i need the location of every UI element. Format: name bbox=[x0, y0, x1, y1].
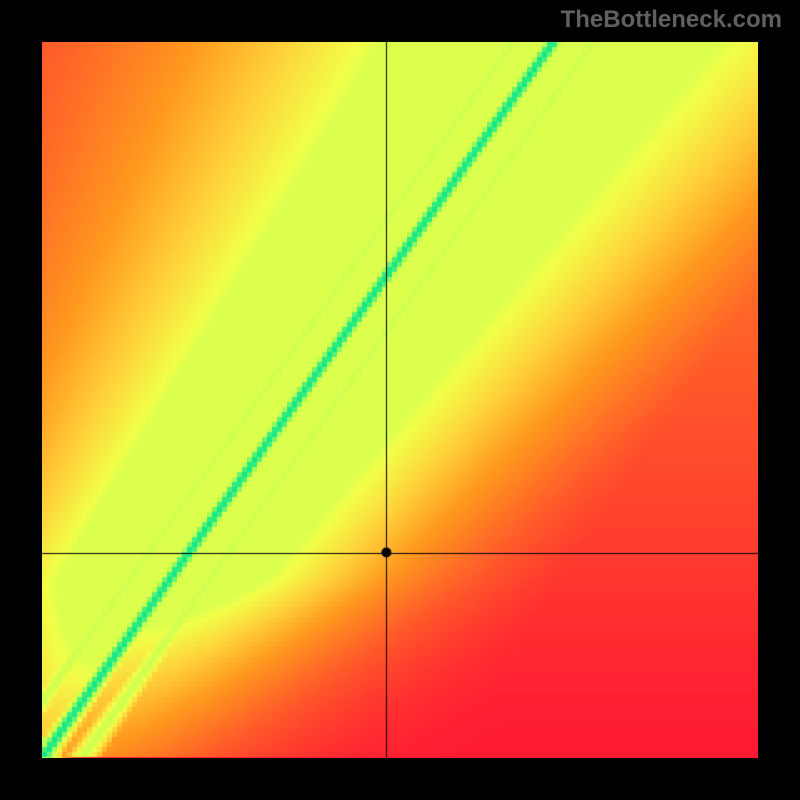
watermark-text: TheBottleneck.com bbox=[561, 6, 782, 34]
heatmap-plot bbox=[42, 42, 758, 758]
